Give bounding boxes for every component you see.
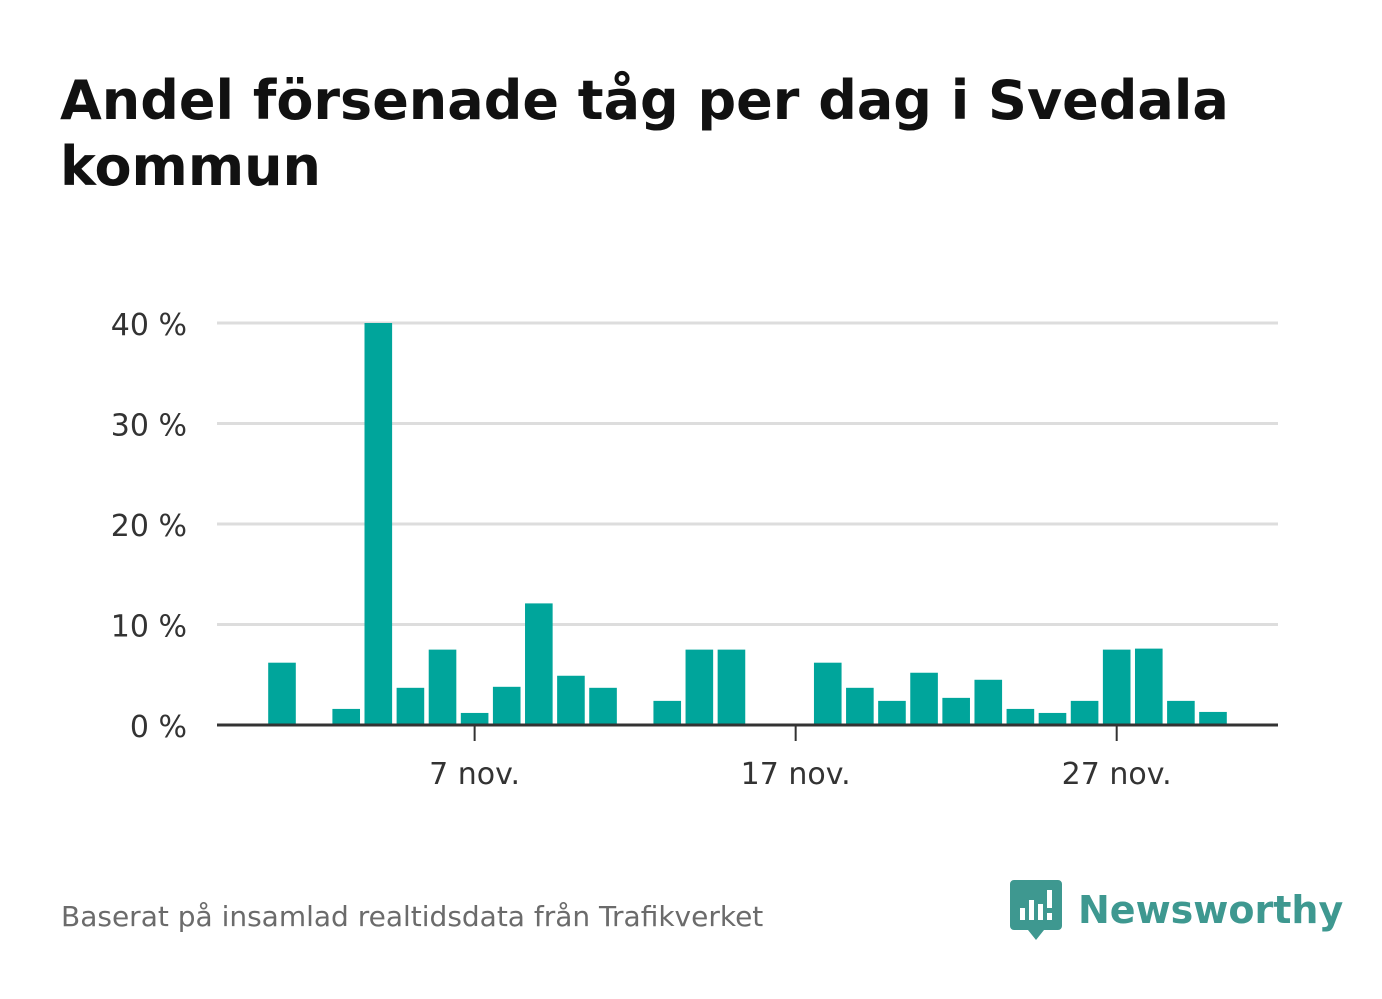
y-tick-label: 40 % bbox=[111, 308, 187, 343]
bar bbox=[557, 675, 585, 725]
bar bbox=[492, 686, 521, 725]
x-tick-labels: 7 nov. 17 nov. 27 nov. bbox=[429, 757, 1172, 792]
bar bbox=[942, 697, 970, 725]
bar bbox=[1134, 648, 1163, 725]
bar bbox=[813, 662, 842, 725]
bar bbox=[1006, 708, 1035, 725]
bar bbox=[396, 687, 425, 725]
y-tick-label: 0 % bbox=[130, 710, 187, 745]
x-tick-label: 7 nov. bbox=[429, 757, 520, 792]
bar bbox=[1038, 712, 1067, 725]
bar bbox=[268, 662, 296, 725]
bar bbox=[1167, 700, 1195, 725]
y-tick-label: 30 % bbox=[111, 409, 187, 444]
chart-title: Andel försenade tåg per dag i Svedala ko… bbox=[60, 69, 1229, 198]
bar bbox=[685, 649, 714, 725]
x-tick-label: 27 nov. bbox=[1062, 757, 1172, 792]
brand-logo: Newsworthy bbox=[1010, 878, 1343, 942]
bar bbox=[717, 649, 746, 725]
x-ticks bbox=[473, 725, 1118, 741]
bar bbox=[653, 700, 682, 725]
bar bbox=[589, 687, 617, 725]
bar bbox=[428, 649, 457, 725]
bar bbox=[364, 323, 393, 725]
bar bbox=[878, 700, 906, 725]
grid-lines bbox=[217, 321, 1278, 626]
bar bbox=[846, 687, 874, 725]
bars bbox=[268, 323, 1227, 725]
bar bbox=[974, 679, 1003, 725]
brand-name: Newsworthy bbox=[1078, 888, 1344, 932]
bar bbox=[1102, 649, 1131, 725]
source-note: Baserat på insamlad realtidsdata från Tr… bbox=[61, 900, 764, 933]
bar bbox=[910, 672, 938, 725]
bar bbox=[1070, 700, 1099, 725]
bar bbox=[525, 603, 553, 725]
x-tick-label: 17 nov. bbox=[741, 757, 851, 792]
newsworthy-bar-chart-speech-bubble-icon bbox=[1010, 880, 1062, 940]
bar bbox=[332, 708, 361, 725]
bar bbox=[460, 712, 489, 725]
bar-chart: 0 % 10 % 20 % 30 % 40 % 7 nov. 17 nov. 27 nov. bbox=[111, 308, 1278, 792]
bar bbox=[1199, 711, 1227, 725]
y-tick-label: 10 % bbox=[111, 610, 187, 645]
y-tick-label: 20 % bbox=[111, 509, 187, 544]
y-tick-labels: 0 % 10 % 20 % 30 % 40 % bbox=[111, 308, 187, 745]
